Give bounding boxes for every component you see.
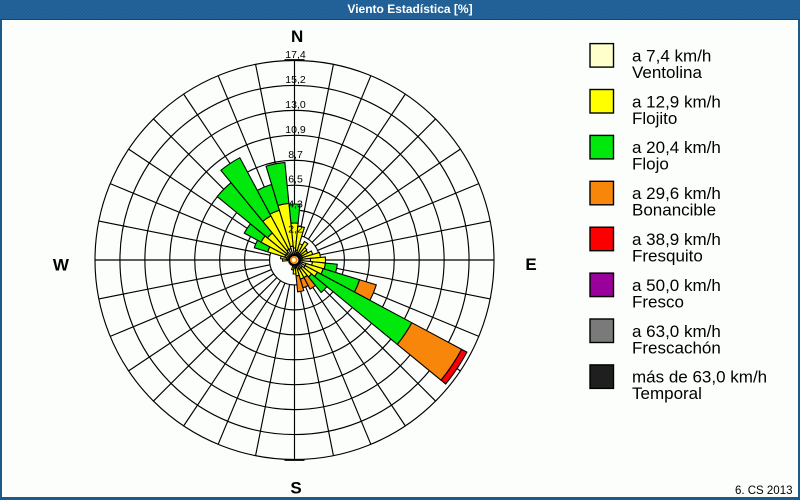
svg-text:Temporal: Temporal (632, 384, 702, 403)
svg-text:4,3: 4,3 (288, 199, 303, 211)
svg-text:a 38,9 km/h: a 38,9 km/h (632, 230, 721, 249)
svg-text:a 20,4 km/h: a 20,4 km/h (632, 138, 721, 157)
svg-text:E: E (525, 255, 536, 274)
svg-text:S: S (290, 479, 301, 498)
svg-text:N: N (291, 27, 303, 46)
svg-text:a 29,6 km/h: a 29,6 km/h (632, 184, 721, 203)
svg-text:2,2: 2,2 (288, 224, 303, 236)
svg-text:W: W (53, 255, 70, 274)
svg-text:Flojito: Flojito (632, 109, 677, 128)
svg-text:17,4: 17,4 (285, 49, 306, 61)
svg-text:Flojo: Flojo (632, 155, 669, 174)
svg-text:Fresquito: Fresquito (632, 247, 703, 266)
svg-text:13,0: 13,0 (285, 99, 306, 111)
svg-text:a 50,0 km/h: a 50,0 km/h (632, 276, 721, 295)
svg-text:6. CS 2013: 6. CS 2013 (735, 485, 793, 497)
svg-text:a 63,0 km/h: a 63,0 km/h (632, 322, 721, 341)
svg-text:Ventolina: Ventolina (632, 63, 702, 82)
svg-text:Fresco: Fresco (632, 292, 684, 311)
svg-text:8,7: 8,7 (288, 149, 303, 161)
svg-text:6,5: 6,5 (288, 174, 303, 186)
svg-text:más de 63,0 km/h: más de 63,0 km/h (632, 368, 767, 387)
svg-text:10,9: 10,9 (285, 124, 306, 136)
svg-text:15,2: 15,2 (285, 74, 306, 86)
svg-text:a 7,4 km/h: a 7,4 km/h (632, 46, 711, 65)
svg-text:Bonancible: Bonancible (632, 201, 716, 220)
svg-text:Frescachón: Frescachón (632, 338, 721, 357)
svg-text:a 12,9 km/h: a 12,9 km/h (632, 92, 721, 111)
